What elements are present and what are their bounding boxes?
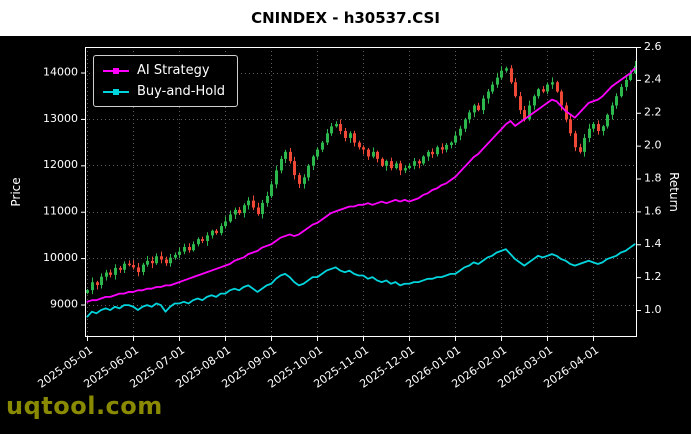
legend-marker-sample — [113, 88, 119, 95]
watermark: uqtool.com — [6, 392, 163, 420]
legend: AI Strategy Buy-and-Hold — [93, 55, 239, 107]
title-bar: CNINDEX - h30537.CSI — [0, 0, 691, 36]
legend-item-buy-and-hold: Buy-and-Hold — [103, 84, 225, 99]
legend-label-buy-and-hold: Buy-and-Hold — [137, 84, 226, 99]
ai-strategy-line-swatch — [103, 66, 129, 76]
legend-label-ai-strategy: AI Strategy — [137, 63, 210, 78]
left-axis-label: Price — [9, 177, 23, 207]
buy-and-hold-line-swatch — [103, 87, 129, 97]
chart-title: CNINDEX - h30537.CSI — [251, 9, 440, 27]
right-axis-label: Return — [667, 172, 681, 212]
legend-item-ai-strategy: AI Strategy — [103, 63, 225, 78]
legend-marker-sample — [113, 67, 119, 74]
